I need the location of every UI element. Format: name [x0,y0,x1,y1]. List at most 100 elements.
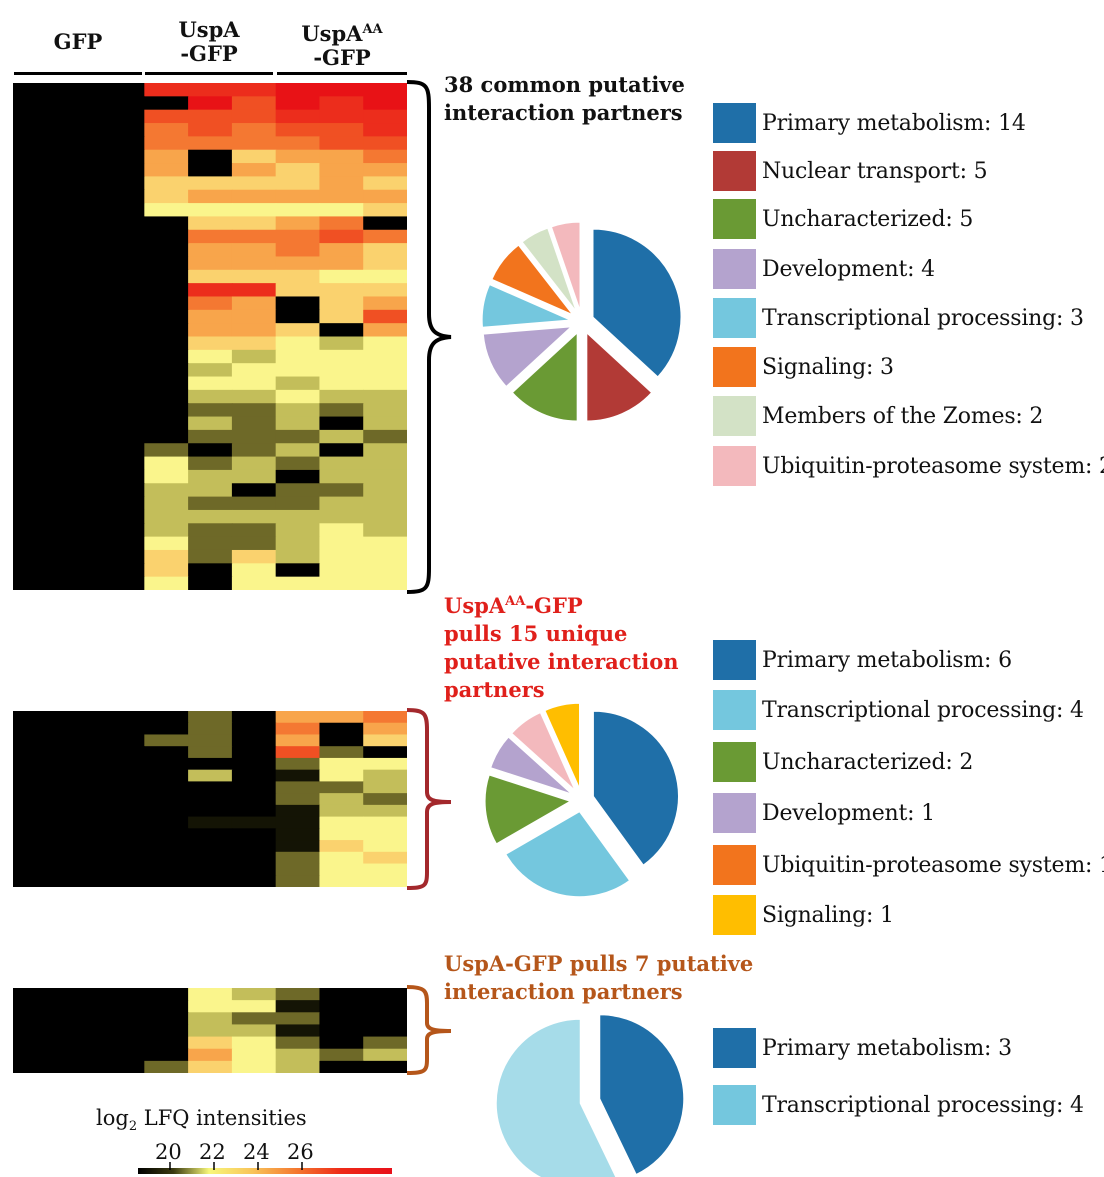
heatmap-common-cell-r15-c5 [231,283,277,298]
heatmap-common-cell-r11-c1 [56,229,102,244]
heatmap-uspaaa-cell-r13-c1 [56,863,102,876]
heatmap-common-cell-r36-c6 [275,563,321,578]
heatmap-common-cell-r26-c6 [275,429,321,444]
heatmap-common-cell-r37-c8 [363,576,407,590]
heatmap-common-cell-r30-c5 [231,483,277,498]
heatmap-common-cell-r17-c7 [319,309,364,324]
heatmap-common-cell-r22-c6 [275,376,321,391]
pie-common-slice-ubiquitin-proteasome-system [550,221,581,311]
heatmap-uspa-cell-r1-c2 [100,1000,145,1013]
heatmap-common-cell-r20-c3 [144,349,189,364]
heatmap-common-cell-r3-c4 [188,123,233,137]
heatmap-uspaaa-cell-r10-c8 [363,828,407,841]
heatmap-common-cell-r28-c4 [188,456,233,471]
heatmap-common-cell-r1-c8 [363,96,407,111]
legend-label: Primary metabolism: 14 [762,110,1026,136]
pie-uspaaa-slice-transcriptional-processing [505,811,631,898]
heatmap-common-cell-r2-c6 [275,109,321,124]
legend-item: Development: 1 [713,793,935,833]
heatmap-uspaaa-cell-r3-c0 [13,746,58,759]
heatmap-uspaaa-cell-r8-c8 [363,804,407,818]
heatmap-uspaaa-cell-r5-c5 [231,769,277,782]
heatmap-uspaaa-cell-r7-c5 [231,793,277,806]
heatmap-common-cell-r16-c2 [100,296,145,311]
pie-common-slice-development [482,326,573,388]
heatmap-common-cell-r18-c6 [275,323,321,338]
heatmap-common-cell-r29-c8 [363,469,407,484]
heatmap-uspaaa-cell-r6-c7 [319,781,364,794]
heatmap-uspaaa-cell-r1-c8 [363,722,407,736]
heatmap-common-cell-r37-c6 [275,576,321,590]
column-header-uspaaa-sup: AA [362,22,383,37]
heatmap-common-cell-r35-c4 [188,549,233,564]
heatmap-uspaaa-cell-r0-c5 [231,711,277,724]
heatmap-uspaaa-cell-r8-c3 [144,804,189,818]
heatmap-common-cell-r34-c1 [56,536,102,551]
legend-item: Uncharacterized: 2 [713,742,973,782]
heatmap-uspa-cell-r0-c2 [100,988,145,1001]
heatmap-common-cell-r22-c3 [144,376,189,391]
heatmap-common-cell-r12-c8 [363,243,407,258]
heatmap-common-cell-r1-c3 [144,96,189,111]
heatmap-uspaaa-cell-r1-c1 [56,722,102,736]
heatmap-common-cell-r7-c1 [56,176,102,191]
heatmap-uspa-cell-r4-c3 [144,1036,189,1050]
heatmap-uspaaa-cell-r0-c1 [56,711,102,724]
heatmap-uspa-cell-r0-c0 [13,988,58,1001]
legend-label: Ubiquitin-proteasome system: 2 [762,453,1104,479]
heatmap-uspaaa-cell-r12-c4 [188,851,233,865]
heatmap-common-cell-r25-c0 [13,416,58,431]
column-header-uspaaa-line2: -GFP [313,45,371,70]
heatmap-common-cell-r29-c0 [13,469,58,484]
heatmap-common-cell-r10-c2 [100,216,145,231]
heatmap-uspa-cell-r0-c3 [144,988,189,1001]
heatmap-common-cell-r16-c6 [275,296,321,311]
heatmap-common-cell-r9-c0 [13,203,58,218]
heatmap-common-cell-r20-c0 [13,349,58,364]
heatmap-common-cell-r12-c0 [13,243,58,258]
heatmap-common-cell-r10-c4 [188,216,233,231]
legend-swatch [713,742,756,782]
group1-title: 38 common putative interaction partners [444,71,685,127]
heatmap-common-cell-r34-c6 [275,536,321,551]
heatmap-uspaaa-cell-r11-c0 [13,840,58,853]
heatmap-uspa-cell-r2-c2 [100,1012,145,1026]
heatmap-common-cell-r14-c6 [275,269,321,284]
group2-title-rest: -GFP [525,593,583,618]
heatmap-uspaaa-cell-r5-c6 [275,769,321,782]
heatmap-common-cell-r37-c2 [100,576,145,590]
heatmap-uspaaa-cell-r2-c3 [144,734,189,747]
heatmap-common-cell-r12-c1 [56,243,102,258]
heatmap-common-cell-r12-c2 [100,243,145,258]
heatmap-common-cell-r8-c6 [275,189,321,204]
heatmap-common-cell-r6-c0 [13,163,58,177]
group2-title-line3: putative interaction [444,649,679,674]
heatmap-uspaaa-cell-r11-c3 [144,840,189,853]
heatmap-common-cell-r10-c6 [275,216,321,231]
heatmap-uspaaa-cell-r5-c0 [13,769,58,782]
heatmap-common-cell-r16-c4 [188,296,233,311]
legend-label: Signaling: 3 [762,354,894,380]
pie-uspa-slice-transcriptional-processing [495,1018,617,1177]
heatmap-common-cell-r5-c2 [100,149,145,164]
heatmap-common-cell-r24-c5 [231,403,277,418]
heatmap-common-cell-r32-c5 [231,509,277,524]
heatmap-common-cell-r3-c2 [100,123,145,137]
heatmap-common-cell-r11-c4 [188,229,233,244]
heatmap-uspa-cell-r5-c5 [231,1048,277,1062]
heatmap-uspaaa-cell-r6-c5 [231,781,277,794]
heatmap-common-cell-r7-c0 [13,176,58,191]
heatmap-uspaaa-cell-r10-c6 [275,828,321,841]
heatmap-common-cell-r0-c1 [56,83,102,97]
heatmap-common-cell-r30-c8 [363,483,407,498]
heatmap-common-cell-r3-c7 [319,123,364,137]
heatmap-uspaaa-cell-r9-c1 [56,816,102,829]
heatmap-uspaaa-cell-r14-c2 [100,875,145,887]
heatmap-uspaaa-cell-r10-c7 [319,828,364,841]
heatmap-common-cell-r6-c2 [100,163,145,177]
heatmap-uspaaa-cell-r0-c3 [144,711,189,724]
legend-swatch [713,845,756,885]
heatmap-common-cell-r9-c8 [363,203,407,218]
heatmap-uspa-cell-r2-c7 [319,1012,364,1026]
heatmap-common-cell-r37-c0 [13,576,58,590]
